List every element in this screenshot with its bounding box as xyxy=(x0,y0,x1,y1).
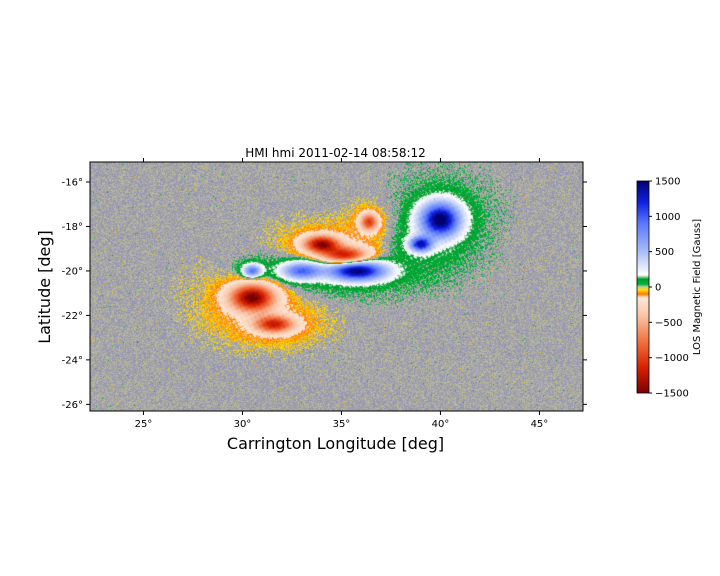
magnetogram-image xyxy=(90,162,583,411)
x-tick-label: 25° xyxy=(135,419,153,430)
colorbar-tick-label: 1000 xyxy=(655,212,680,223)
y-tick-label: -26° xyxy=(62,400,83,411)
x-tick-label: 45° xyxy=(531,419,549,430)
y-tick-label: -22° xyxy=(62,311,83,322)
y-tick-label: -18° xyxy=(62,222,83,233)
x-tick-label: 40° xyxy=(432,419,450,430)
colorbar-tick-label: −1000 xyxy=(655,353,689,364)
y-axis-label: Latitude [deg] xyxy=(35,230,54,344)
y-tick-label: -16° xyxy=(62,178,83,189)
x-tick-label: 35° xyxy=(333,419,351,430)
plot-title: HMI hmi 2011-02-14 08:58:12 xyxy=(245,146,426,160)
x-tick-label: 30° xyxy=(234,419,252,430)
colorbar: 1500 1000 500 0 −500 −1000 −1500 LOS Magnetic … xyxy=(636,177,703,400)
colorbar-tick-label: 500 xyxy=(655,247,674,258)
colorbar-tick-label: −1500 xyxy=(655,389,689,400)
plot-frame xyxy=(89,161,584,412)
plot-area xyxy=(89,161,584,412)
y-tick-label: -24° xyxy=(62,355,83,366)
y-tick-label: -20° xyxy=(62,266,83,277)
colorbar-ticks: 1500 1000 500 0 −500 −1000 −1500 xyxy=(649,177,689,400)
colorbar-tick-label: 1500 xyxy=(655,177,680,188)
colorbar-label: LOS Magnetic Field [Gauss] xyxy=(692,219,703,355)
x-axis-label: Carrington Longitude [deg] xyxy=(227,434,444,453)
colorbar-gradient xyxy=(636,180,650,394)
colorbar-tick-label: −500 xyxy=(655,318,682,329)
y-axis: -16° -18° -20° -22° -24° -26° xyxy=(62,178,587,411)
colorbar-tick-label: 0 xyxy=(655,283,661,294)
x-axis: 25° 30° 35° 40° 45° xyxy=(135,158,549,430)
